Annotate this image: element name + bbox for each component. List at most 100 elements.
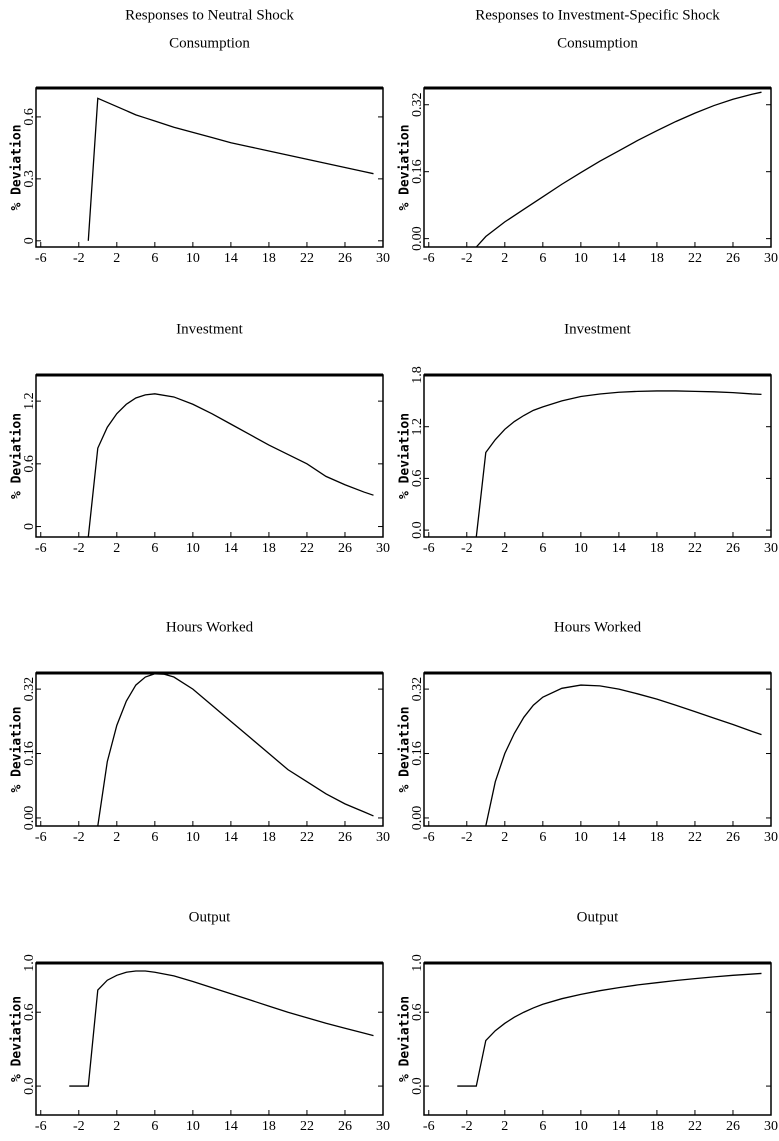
x-tick-label: 26 (726, 251, 740, 266)
panel: Hours Worked% Deviation-6 -2 2 6 10 14 18 22 26 3… (398, 619, 779, 845)
y-tick-label: 0.32 (22, 677, 37, 702)
x-tick-label: -2 (461, 830, 473, 845)
panel: Investment% Deviation-6 -2 2 6 10 14 18 22 26 300… (398, 321, 779, 556)
x-tick-label: -6 (423, 541, 435, 556)
x-tick-label: 10 (574, 830, 588, 845)
x-tick-label: 6 (151, 541, 158, 556)
y-axis-label: % Deviation (398, 996, 413, 1082)
x-tick-label: 18 (262, 830, 276, 845)
x-tick-label: 2 (501, 251, 508, 266)
x-tick-label: 2 (501, 541, 508, 556)
y-axis-label: % Deviation (10, 706, 25, 792)
x-tick-label: 22 (688, 541, 702, 556)
x-tick-label: 22 (688, 1119, 702, 1134)
x-tick-label: -2 (461, 251, 473, 266)
x-tick-label: -6 (423, 830, 435, 845)
x-tick-label: -2 (73, 1119, 85, 1134)
x-tick-label: 2 (113, 251, 120, 266)
y-tick-label: 1.0 (22, 954, 37, 972)
x-tick-label: 18 (262, 1119, 276, 1134)
x-tick-label: 2 (113, 1119, 120, 1134)
x-tick-label: 10 (186, 251, 200, 266)
chart-title: Investment (176, 321, 243, 337)
panel: Responses to Neutral Shock Consumption % D… (10, 7, 391, 266)
x-tick-label: 2 (113, 541, 120, 556)
y-tick-label: 0.0 (22, 1077, 37, 1095)
y-axis-label: % Deviation (398, 706, 413, 792)
y-axis-label: % Deviation (398, 413, 413, 499)
plot-frame (35, 962, 384, 1116)
x-tick-label: 30 (764, 251, 778, 266)
data-line (87, 97, 374, 241)
x-tick-label: 2 (113, 830, 120, 845)
x-tick-label: 14 (612, 541, 626, 556)
y-tick-label: 0.6 (410, 1003, 425, 1021)
x-tick-label: 22 (300, 830, 314, 845)
panel: Output% Deviation-6 -2 2 6 10 14 18 22 26 300.00.… (10, 909, 391, 1134)
y-tick-label: 0.00 (410, 226, 425, 251)
x-tick-label: 10 (186, 541, 200, 556)
y-tick-label: 0.16 (410, 741, 425, 766)
x-tick-label: 6 (151, 830, 158, 845)
x-tick-label: 26 (338, 251, 352, 266)
y-tick-label: 0.0 (410, 521, 425, 539)
plot-frame (423, 374, 772, 538)
y-tick-label: 0.16 (22, 741, 37, 766)
x-tick-label: 18 (650, 1119, 664, 1134)
x-tick-label: 26 (726, 541, 740, 556)
x-tick-label: 6 (151, 1119, 158, 1134)
plot-frame (35, 374, 384, 538)
plot-frame (423, 672, 772, 827)
x-tick-label: 6 (539, 830, 546, 845)
y-tick-label: 0.00 (410, 806, 425, 831)
x-tick-label: -2 (73, 251, 85, 266)
data-line (475, 91, 762, 247)
x-tick-label: 6 (539, 541, 546, 556)
data-line (97, 673, 374, 826)
x-tick-label: 10 (574, 1119, 588, 1134)
x-tick-label: 22 (688, 830, 702, 845)
y-tick-label: 0.32 (410, 92, 425, 117)
y-tick-label: 1.8 (410, 366, 425, 384)
y-axis-label: % Deviation (10, 124, 25, 210)
y-tick-label: 1.2 (410, 418, 425, 436)
x-tick-label: 30 (376, 830, 390, 845)
x-tick-label: 6 (539, 251, 546, 266)
x-tick-label: 18 (262, 251, 276, 266)
data-line (87, 393, 374, 537)
panel: Responses to Investment-Specific Shock Co… (398, 7, 779, 266)
x-tick-label: 18 (650, 830, 664, 845)
y-axis-label: % Deviation (398, 124, 413, 210)
y-tick-label: 0.6 (410, 470, 425, 488)
panel: Hours Worked% Deviation-6 -2 2 6 10 14 18 22 26 3… (10, 619, 391, 845)
plot-frame (35, 672, 384, 827)
x-tick-label: 30 (764, 1119, 778, 1134)
x-tick-label: 18 (650, 541, 664, 556)
x-tick-label: 26 (338, 830, 352, 845)
x-tick-label: -6 (35, 830, 47, 845)
y-axis-label: % Deviation (10, 996, 25, 1082)
x-tick-label: -6 (35, 541, 47, 556)
x-tick-label: 10 (186, 1119, 200, 1134)
y-tick-label: 0.00 (22, 806, 37, 831)
y-tick-label: 0.0 (410, 1077, 425, 1095)
panel: Investment% Deviation-6 -2 2 6 10 14 18 22 26 300… (10, 321, 391, 556)
x-tick-label: -6 (423, 251, 435, 266)
y-tick-label: 0.6 (22, 1003, 37, 1021)
chart-title: Output (577, 909, 620, 925)
x-tick-label: 6 (539, 1119, 546, 1134)
x-tick-label: 30 (376, 251, 390, 266)
x-tick-label: 10 (574, 251, 588, 266)
plot-frame (423, 962, 772, 1116)
x-tick-label: 14 (612, 830, 626, 845)
chart-title: Hours Worked (554, 619, 642, 635)
chart-title: Output (189, 909, 232, 925)
x-tick-label: 22 (688, 251, 702, 266)
x-tick-label: 30 (376, 541, 390, 556)
plot-frame (423, 87, 772, 248)
y-tick-label: 1.0 (410, 954, 425, 972)
data-line (69, 970, 374, 1087)
chart-title: Investment (564, 321, 631, 337)
x-tick-label: 26 (338, 541, 352, 556)
